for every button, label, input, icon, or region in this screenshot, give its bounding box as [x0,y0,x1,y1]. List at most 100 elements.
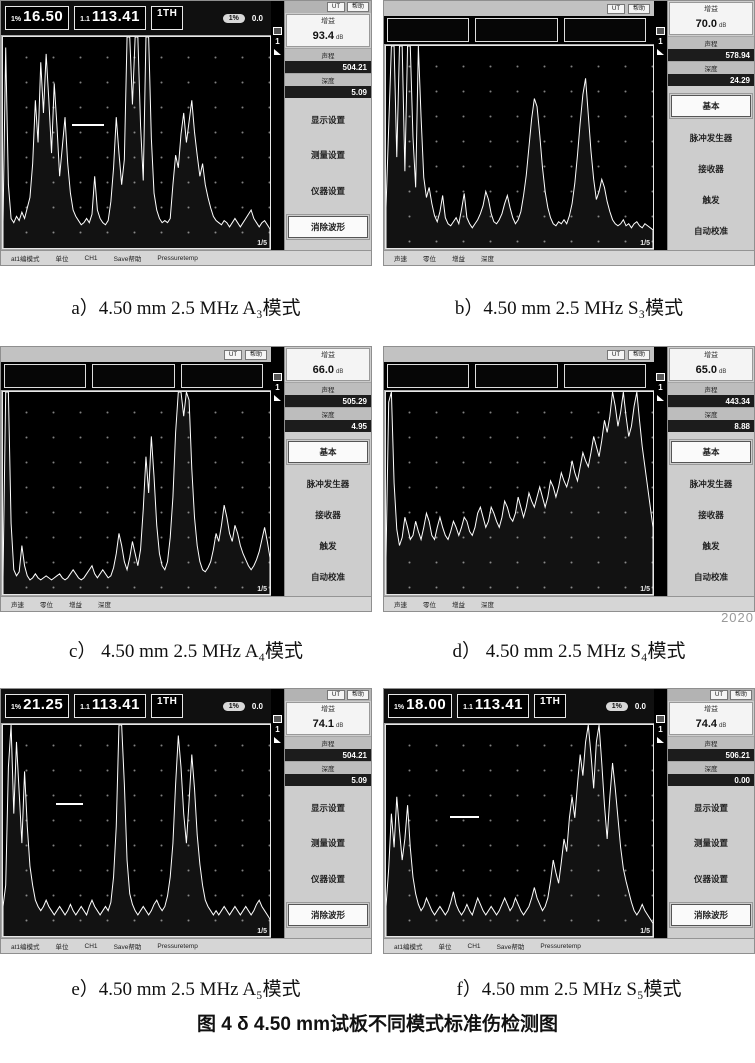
menu-item-a-0[interactable]: 显示设置 [310,114,345,125]
readout-label: 声程 [668,36,754,49]
probe-wedge-icon [657,49,664,55]
header-readouts: 1% 16.50 1.1 113.41 1TH 1% 0.0 [1,1,271,35]
status-item[interactable]: 单位 [438,944,452,951]
help-button[interactable]: 帮助 [627,349,650,360]
status-item[interactable]: 声速 [394,256,407,263]
empty-gate-box [563,364,646,388]
ut-menu-button[interactable]: UT [606,349,625,360]
sidebar-menu: 基本脉冲发生器接收器触发自动校准 [668,86,754,250]
readout-label: 声程 [285,382,371,395]
status-item[interactable]: Save帮助 [113,256,142,263]
menu-item-e-0[interactable]: 显示设置 [310,802,345,813]
status-item[interactable]: 零位 [423,256,436,263]
ut-menu-button[interactable]: UT [326,690,345,700]
status-item[interactable]: 单位 [55,256,69,263]
status-item[interactable]: 深度 [481,602,494,609]
help-button[interactable]: 帮助 [244,349,267,360]
menu-item-d-3[interactable]: 触发 [702,540,720,551]
gate-marker[interactable] [56,803,84,806]
menu-item-d-4[interactable]: 自动校准 [693,571,728,582]
menu-item-f-0[interactable]: 显示设置 [693,802,728,813]
menu-item-a-2[interactable]: 仪器设置 [310,185,345,196]
ut-screen-f: 1% 18.00 1.1 113.41 1TH 1% 0.0 1/5 1 UT 帮助 增益 74.4 dB… [383,688,755,954]
gate-marker[interactable] [450,815,480,818]
ut-menu-button[interactable]: UT [709,690,728,700]
ut-menu-button[interactable]: UT [606,3,625,14]
menu-item-f-3[interactable]: 消除波形 [669,902,753,929]
status-item[interactable]: 零位 [423,602,436,609]
menu-item-c-0[interactable]: 基本 [286,439,370,466]
a-scan-area: 1/5 [385,45,654,249]
readout-label: 深度 [668,61,754,74]
probe-number-icon: 1 [275,37,280,46]
readout-label: 深度 [285,73,371,86]
ut-menu-button[interactable]: UT [326,2,345,12]
page-indicator: 1/5 [257,928,267,935]
gain-label: 增益 [704,352,718,359]
screen-left: UT 帮助 1/5 [384,347,654,596]
status-item[interactable]: Pressuretemp [540,942,581,950]
status-item[interactable]: 增益 [69,602,82,609]
gain-readout: 增益 74.1 dB [286,702,370,735]
menu-item-b-4[interactable]: 自动校准 [693,225,728,236]
gate-amplitude-box: 1% 18.00 [388,694,453,718]
menu-item-d-1[interactable]: 脉冲发生器 [689,479,733,490]
status-item[interactable]: 声速 [394,602,407,609]
menu-item-e-1[interactable]: 测量设置 [310,838,345,849]
gain-value-line: 70.0 dB [672,14,750,32]
gate-marker[interactable] [72,123,105,126]
menu-item-f-2[interactable]: 仪器设置 [693,873,728,884]
gain-unit: dB [336,369,344,375]
status-item[interactable]: at1编模式 [11,256,40,263]
menu-item-b-2[interactable]: 接收器 [698,163,724,174]
help-button[interactable]: 帮助 [346,690,369,700]
menu-item-c-1[interactable]: 脉冲发生器 [306,479,350,490]
menu-item-c-2[interactable]: 接收器 [315,509,341,520]
menu-item-d-0[interactable]: 基本 [669,439,753,466]
screen-left: 1% 18.00 1.1 113.41 1TH 1% 0.0 1/5 [384,689,654,938]
menu-item-e-3[interactable]: 消除波形 [286,902,370,929]
sidebar-menu: 基本脉冲发生器接收器触发自动校准 [668,432,754,596]
menu-item-a-1[interactable]: 测量设置 [310,150,345,161]
gain-value: 66.0 [312,364,335,376]
readout-label: 深度 [285,407,371,420]
menu-item-f-1[interactable]: 测量设置 [693,838,728,849]
menu-item-c-4[interactable]: 自动校准 [310,571,345,582]
status-item[interactable]: CH1 [84,254,98,262]
status-item[interactable]: Pressuretemp [157,942,198,950]
status-item[interactable]: Pressuretemp [157,254,198,262]
menu-item-b-1[interactable]: 脉冲发生器 [689,133,733,144]
readout-label: 深度 [668,407,754,420]
status-item[interactable]: CH1 [467,942,481,950]
menu-item-a-3[interactable]: 消除波形 [286,214,370,241]
gain-unit: dB [719,369,727,375]
header-strip: UT 帮助 [1,347,271,362]
status-item[interactable]: at1编模式 [11,944,40,951]
caption-b: b）4.50 mm 2.5 MHz S₃模式 [454,298,684,319]
menu-item-b-0[interactable]: 基本 [669,93,753,120]
menu-item-e-2[interactable]: 仪器设置 [310,873,345,884]
status-item[interactable]: CH1 [84,942,98,950]
help-button[interactable]: 帮助 [346,2,369,12]
icon-column: 1 [271,1,284,250]
status-item[interactable]: Save帮助 [113,944,142,951]
menu-item-c-3[interactable]: 触发 [319,540,337,551]
ut-menu-button[interactable]: UT [223,349,242,360]
mode-value: 1TH [156,696,178,707]
menu-item-b-3[interactable]: 触发 [702,194,720,205]
status-item[interactable]: 声速 [11,602,24,609]
probe-number-icon: 1 [658,37,663,46]
empty-gate-box [92,364,175,388]
status-item[interactable]: Save帮助 [496,944,525,951]
help-button[interactable]: 帮助 [627,3,650,14]
status-item[interactable]: 深度 [481,256,494,263]
status-item[interactable]: 深度 [98,602,111,609]
status-item[interactable]: 单位 [55,944,69,951]
menu-item-d-2[interactable]: 接收器 [698,509,724,520]
status-item[interactable]: 增益 [452,602,465,609]
status-item[interactable]: at1编模式 [394,944,423,951]
status-item[interactable]: 零位 [40,602,53,609]
help-button[interactable]: 帮助 [729,690,752,700]
status-item[interactable]: 增益 [452,256,465,263]
gain-value: 74.1 [312,718,335,730]
